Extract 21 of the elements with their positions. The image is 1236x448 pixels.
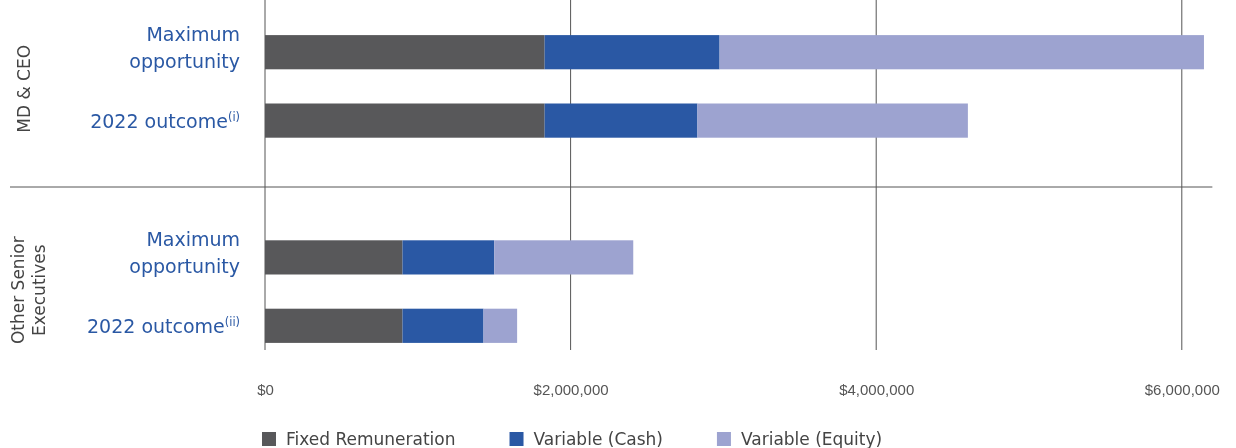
legend-label: Fixed Remuneration bbox=[286, 429, 456, 448]
bar bbox=[483, 308, 518, 343]
x-tick-label: $2,000,000 bbox=[533, 380, 609, 398]
x-tick-label: $0 bbox=[257, 380, 274, 398]
text: Other Senior Executives bbox=[8, 236, 49, 345]
bar bbox=[402, 308, 484, 343]
bar bbox=[402, 240, 495, 275]
bar bbox=[544, 103, 698, 138]
bar bbox=[697, 103, 968, 138]
bar bbox=[494, 240, 634, 275]
y-tick-label: 2022 outcome$^{(ii)}$ bbox=[87, 314, 240, 337]
bar bbox=[719, 35, 1204, 70]
y-tick-label: Maximum opportunity bbox=[129, 23, 240, 73]
bar bbox=[544, 35, 720, 70]
text: MD & CEO bbox=[14, 44, 34, 133]
y-tick-label: Maximum opportunity bbox=[129, 228, 240, 278]
y-tick-label: 2022 outcome$^{(i)}$ bbox=[90, 109, 240, 132]
legend-label: Variable (Cash) bbox=[533, 429, 663, 448]
x-tick-label: $4,000,000 bbox=[839, 380, 915, 398]
legend-label: Variable (Equity) bbox=[740, 429, 883, 448]
x-tick-label: $6,000,000 bbox=[1144, 380, 1220, 398]
